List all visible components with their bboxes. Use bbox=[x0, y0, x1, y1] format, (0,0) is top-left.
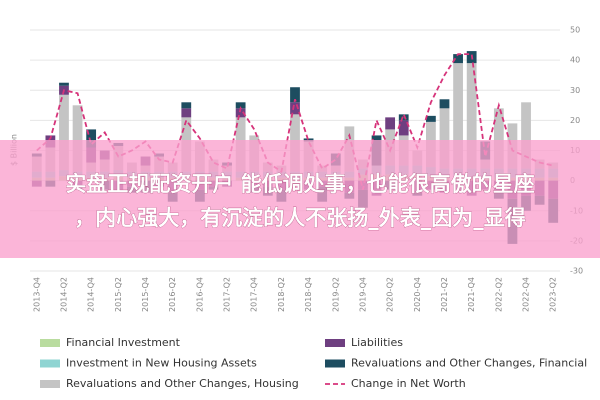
bar-segment bbox=[439, 108, 450, 169]
x-tick-label: 2021-Q2 bbox=[440, 277, 449, 312]
x-tick-label: 2020-Q4 bbox=[413, 277, 422, 312]
bar-segment bbox=[398, 114, 409, 121]
bar-segment bbox=[453, 63, 463, 169]
bar-segment bbox=[72, 105, 83, 172]
legend-label: Revaluations and Other Changes, Financia… bbox=[351, 357, 587, 370]
bar-segment bbox=[439, 99, 450, 109]
x-tick-label: 2015-Q4 bbox=[141, 277, 150, 312]
x-tick-label: 2022-Q2 bbox=[494, 277, 503, 312]
x-tick-label: 2014-Q2 bbox=[59, 277, 68, 312]
x-tick-label: 2015-Q2 bbox=[114, 277, 123, 312]
bar-segment bbox=[466, 63, 477, 169]
legend-swatch bbox=[40, 359, 60, 368]
bar-segment bbox=[426, 115, 436, 122]
legend-swatch bbox=[325, 339, 345, 347]
x-tick-label: 2020-Q2 bbox=[386, 277, 395, 312]
bar-segment bbox=[181, 108, 192, 118]
y-tick-label: -30 bbox=[570, 267, 583, 276]
y-tick-label: 20 bbox=[570, 116, 580, 125]
bar-segment bbox=[59, 94, 69, 171]
bar-segment bbox=[303, 138, 314, 142]
bar-segment bbox=[521, 102, 531, 169]
x-tick-label: 2023-Q2 bbox=[549, 277, 558, 312]
legend-label: Change in Net Worth bbox=[351, 377, 466, 390]
y-tick-label: 50 bbox=[570, 26, 580, 35]
legend-swatch bbox=[325, 359, 345, 368]
bar-segment bbox=[181, 102, 192, 109]
x-tick-label: 2017-Q2 bbox=[223, 277, 232, 312]
x-tick-label: 2014-Q4 bbox=[87, 277, 96, 312]
x-tick-label: 2016-Q2 bbox=[168, 277, 177, 312]
banner-text: ，内心强大，有沉淀的人不张扬_外表_因为_显得 bbox=[74, 206, 526, 230]
x-tick-label: 2013-Q4 bbox=[32, 277, 41, 312]
y-tick-label: 40 bbox=[570, 56, 580, 65]
bar-segment bbox=[86, 129, 97, 148]
legend-label: Liabilities bbox=[351, 336, 403, 349]
legend-label: Financial Investment bbox=[66, 336, 181, 349]
bar-segment bbox=[290, 102, 300, 115]
x-tick-label: 2018-Q2 bbox=[277, 277, 286, 312]
bar-segment bbox=[235, 108, 246, 118]
legend-label: Investment in New Housing Assets bbox=[66, 357, 257, 370]
bar-segment bbox=[398, 120, 409, 136]
legend: Financial Investment Investment in New Ho… bbox=[40, 336, 587, 390]
y-tick-label: 30 bbox=[570, 86, 580, 95]
legend-label: Revaluations and Other Changes, Housing bbox=[66, 377, 299, 390]
x-tick-label: 2019-Q4 bbox=[358, 277, 367, 312]
x-tick-label: 2018-Q4 bbox=[304, 277, 313, 312]
legend-swatch bbox=[40, 380, 60, 388]
bar-segment bbox=[59, 82, 69, 86]
bar-segment bbox=[290, 87, 300, 103]
legend-swatch bbox=[40, 339, 60, 347]
banner-text: 实盘正规配资开户 能低调处事，也能很高傲的星座 bbox=[65, 172, 534, 196]
banner-background bbox=[0, 140, 600, 258]
bar-segment bbox=[493, 108, 504, 169]
x-tick-label: 2022-Q4 bbox=[522, 277, 531, 312]
bar-segment bbox=[453, 54, 463, 64]
x-tick-label: 2019-Q2 bbox=[331, 277, 340, 312]
x-tick-label: 2021-Q4 bbox=[467, 277, 476, 312]
x-tick-label: 2017-Q4 bbox=[250, 277, 259, 312]
x-tick-label: 2016-Q4 bbox=[195, 277, 204, 312]
bar-segment bbox=[385, 117, 396, 130]
bar-segment bbox=[235, 102, 246, 109]
